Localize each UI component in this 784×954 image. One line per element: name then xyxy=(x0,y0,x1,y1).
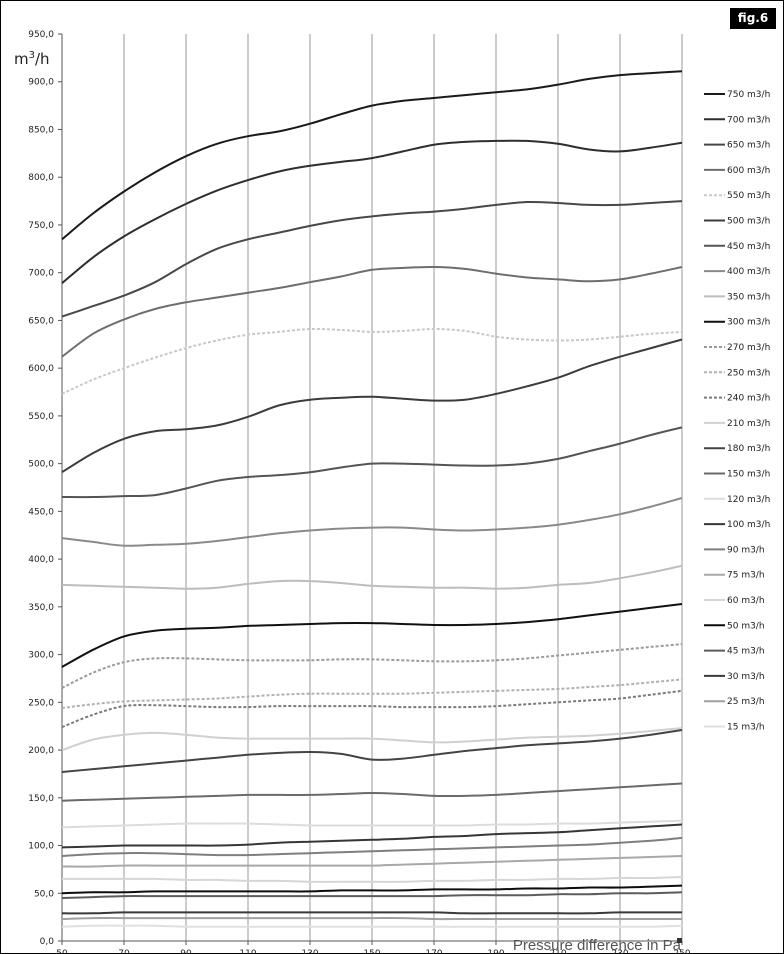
series-lines xyxy=(61,70,683,928)
y-tick-label: 950,0 xyxy=(28,30,54,40)
y-tick-label: 100,0 xyxy=(28,842,54,852)
legend-label: 250 m3/h xyxy=(727,368,770,378)
series-line xyxy=(61,891,683,899)
y-tick-label: 700,0 xyxy=(28,269,54,279)
series-line xyxy=(61,200,683,318)
legend-label: 25 m3/h xyxy=(727,697,765,707)
y-tick-label: 0,0 xyxy=(40,937,55,947)
legend-label: 550 m3/h xyxy=(727,191,770,201)
legend-label: 210 m3/h xyxy=(727,419,770,429)
legend-label: 15 m3/h xyxy=(727,723,765,733)
series-line xyxy=(61,819,683,829)
y-tick-label: 600,0 xyxy=(28,364,54,374)
y-tick-label: 300,0 xyxy=(28,651,54,661)
series-line xyxy=(61,823,683,849)
y-tick-label: 900,0 xyxy=(28,78,54,88)
y-tick-label: 200,0 xyxy=(28,746,54,756)
legend-label: 100 m3/h xyxy=(727,520,770,530)
series-line xyxy=(61,564,683,590)
series-line xyxy=(61,689,683,729)
series-line xyxy=(61,855,683,868)
legend-label: 75 m3/h xyxy=(727,571,765,581)
x-tick-label: 210 xyxy=(549,949,566,954)
x-tick-label: 90 xyxy=(180,949,192,954)
legend-label: 270 m3/h xyxy=(727,343,770,353)
series-line xyxy=(61,643,683,689)
corner-marker xyxy=(677,938,682,943)
series-line xyxy=(61,139,683,284)
x-tick-label: 110 xyxy=(239,949,256,954)
legend-label: 45 m3/h xyxy=(727,647,765,657)
series-line xyxy=(61,917,682,921)
y-tick-label: 650,0 xyxy=(28,316,54,326)
y-axis-ticks: 0,0 50,0 100,0 150,0 200,0 250,0 300,0 350,0 400… xyxy=(28,30,62,947)
series-line xyxy=(61,911,682,915)
legend-label: 400 m3/h xyxy=(727,267,770,277)
legend-label: 150 m3/h xyxy=(727,470,770,480)
y-tick-label: 500,0 xyxy=(28,460,54,470)
y-tick-label: 150,0 xyxy=(28,794,54,804)
x-tick-label: 70 xyxy=(118,949,130,954)
legend-label: 350 m3/h xyxy=(727,292,770,302)
legend-label: 450 m3/h xyxy=(727,242,770,252)
y-tick-label: 400,0 xyxy=(28,555,54,565)
series-line xyxy=(61,836,683,857)
y-tick-label: 50,0 xyxy=(34,889,54,899)
x-tick-label: 190 xyxy=(487,949,504,954)
y-tick-label: 550,0 xyxy=(28,412,54,422)
y-tick-label: 800,0 xyxy=(28,173,54,183)
series-line xyxy=(61,426,683,499)
legend-label: 60 m3/h xyxy=(727,596,765,606)
x-tick-label: 150 xyxy=(363,949,380,954)
series-line xyxy=(61,678,683,709)
x-tick-label: 130 xyxy=(301,949,318,954)
series-line xyxy=(61,729,683,773)
legend-label: 650 m3/h xyxy=(727,141,770,151)
y-tick-label: 450,0 xyxy=(28,507,54,517)
series-line xyxy=(61,727,683,752)
legend: 750 m3/h 700 m3/h 650 m3/h 600 m3/h 550 m3/h… xyxy=(704,90,770,733)
legend-label: 30 m3/h xyxy=(727,672,765,682)
series-line xyxy=(61,327,683,395)
legend-label: 120 m3/h xyxy=(727,495,770,505)
x-tick-label: 50 xyxy=(56,949,68,954)
legend-label: 90 m3/h xyxy=(727,545,765,555)
legend-label: 700 m3/h xyxy=(727,115,770,125)
legend-label: 600 m3/h xyxy=(727,166,770,176)
y-tick-label: 350,0 xyxy=(28,603,54,613)
legend-label: 240 m3/h xyxy=(727,394,770,404)
legend-label: 50 m3/h xyxy=(727,621,765,631)
y-axis-unit: m3/h xyxy=(14,50,50,68)
series-line xyxy=(61,70,683,241)
legend-label: 750 m3/h xyxy=(727,90,770,100)
series-line xyxy=(61,924,683,928)
series-line xyxy=(61,497,683,547)
y-tick-label: 850,0 xyxy=(28,125,54,135)
series-line xyxy=(62,876,683,883)
series-line xyxy=(61,603,683,668)
legend-label: 180 m3/h xyxy=(727,444,770,454)
series-line xyxy=(61,884,683,895)
series-line xyxy=(61,782,683,802)
series-line xyxy=(61,338,683,474)
x-axis-title: Pressure difference in Pa xyxy=(513,937,682,954)
legend-label: 500 m3/h xyxy=(727,217,770,227)
x-tick-label: 250 xyxy=(673,949,690,954)
gridlines xyxy=(123,34,683,941)
x-tick-label: 230 xyxy=(611,949,628,954)
x-tick-label: 170 xyxy=(425,949,442,954)
legend-label: 300 m3/h xyxy=(727,318,770,328)
x-axis-ticks: 50 70 90 110 130 150 170 190 210 230 250 xyxy=(56,941,691,954)
y-tick-label: 750,0 xyxy=(28,221,54,231)
figure-tag: fig.6 xyxy=(730,8,776,29)
series-line xyxy=(61,265,683,358)
y-tick-label: 250,0 xyxy=(28,698,54,708)
